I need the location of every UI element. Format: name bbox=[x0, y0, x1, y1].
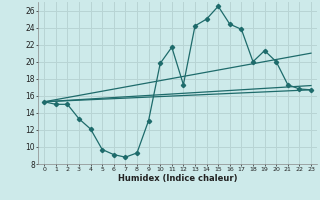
X-axis label: Humidex (Indice chaleur): Humidex (Indice chaleur) bbox=[118, 174, 237, 183]
